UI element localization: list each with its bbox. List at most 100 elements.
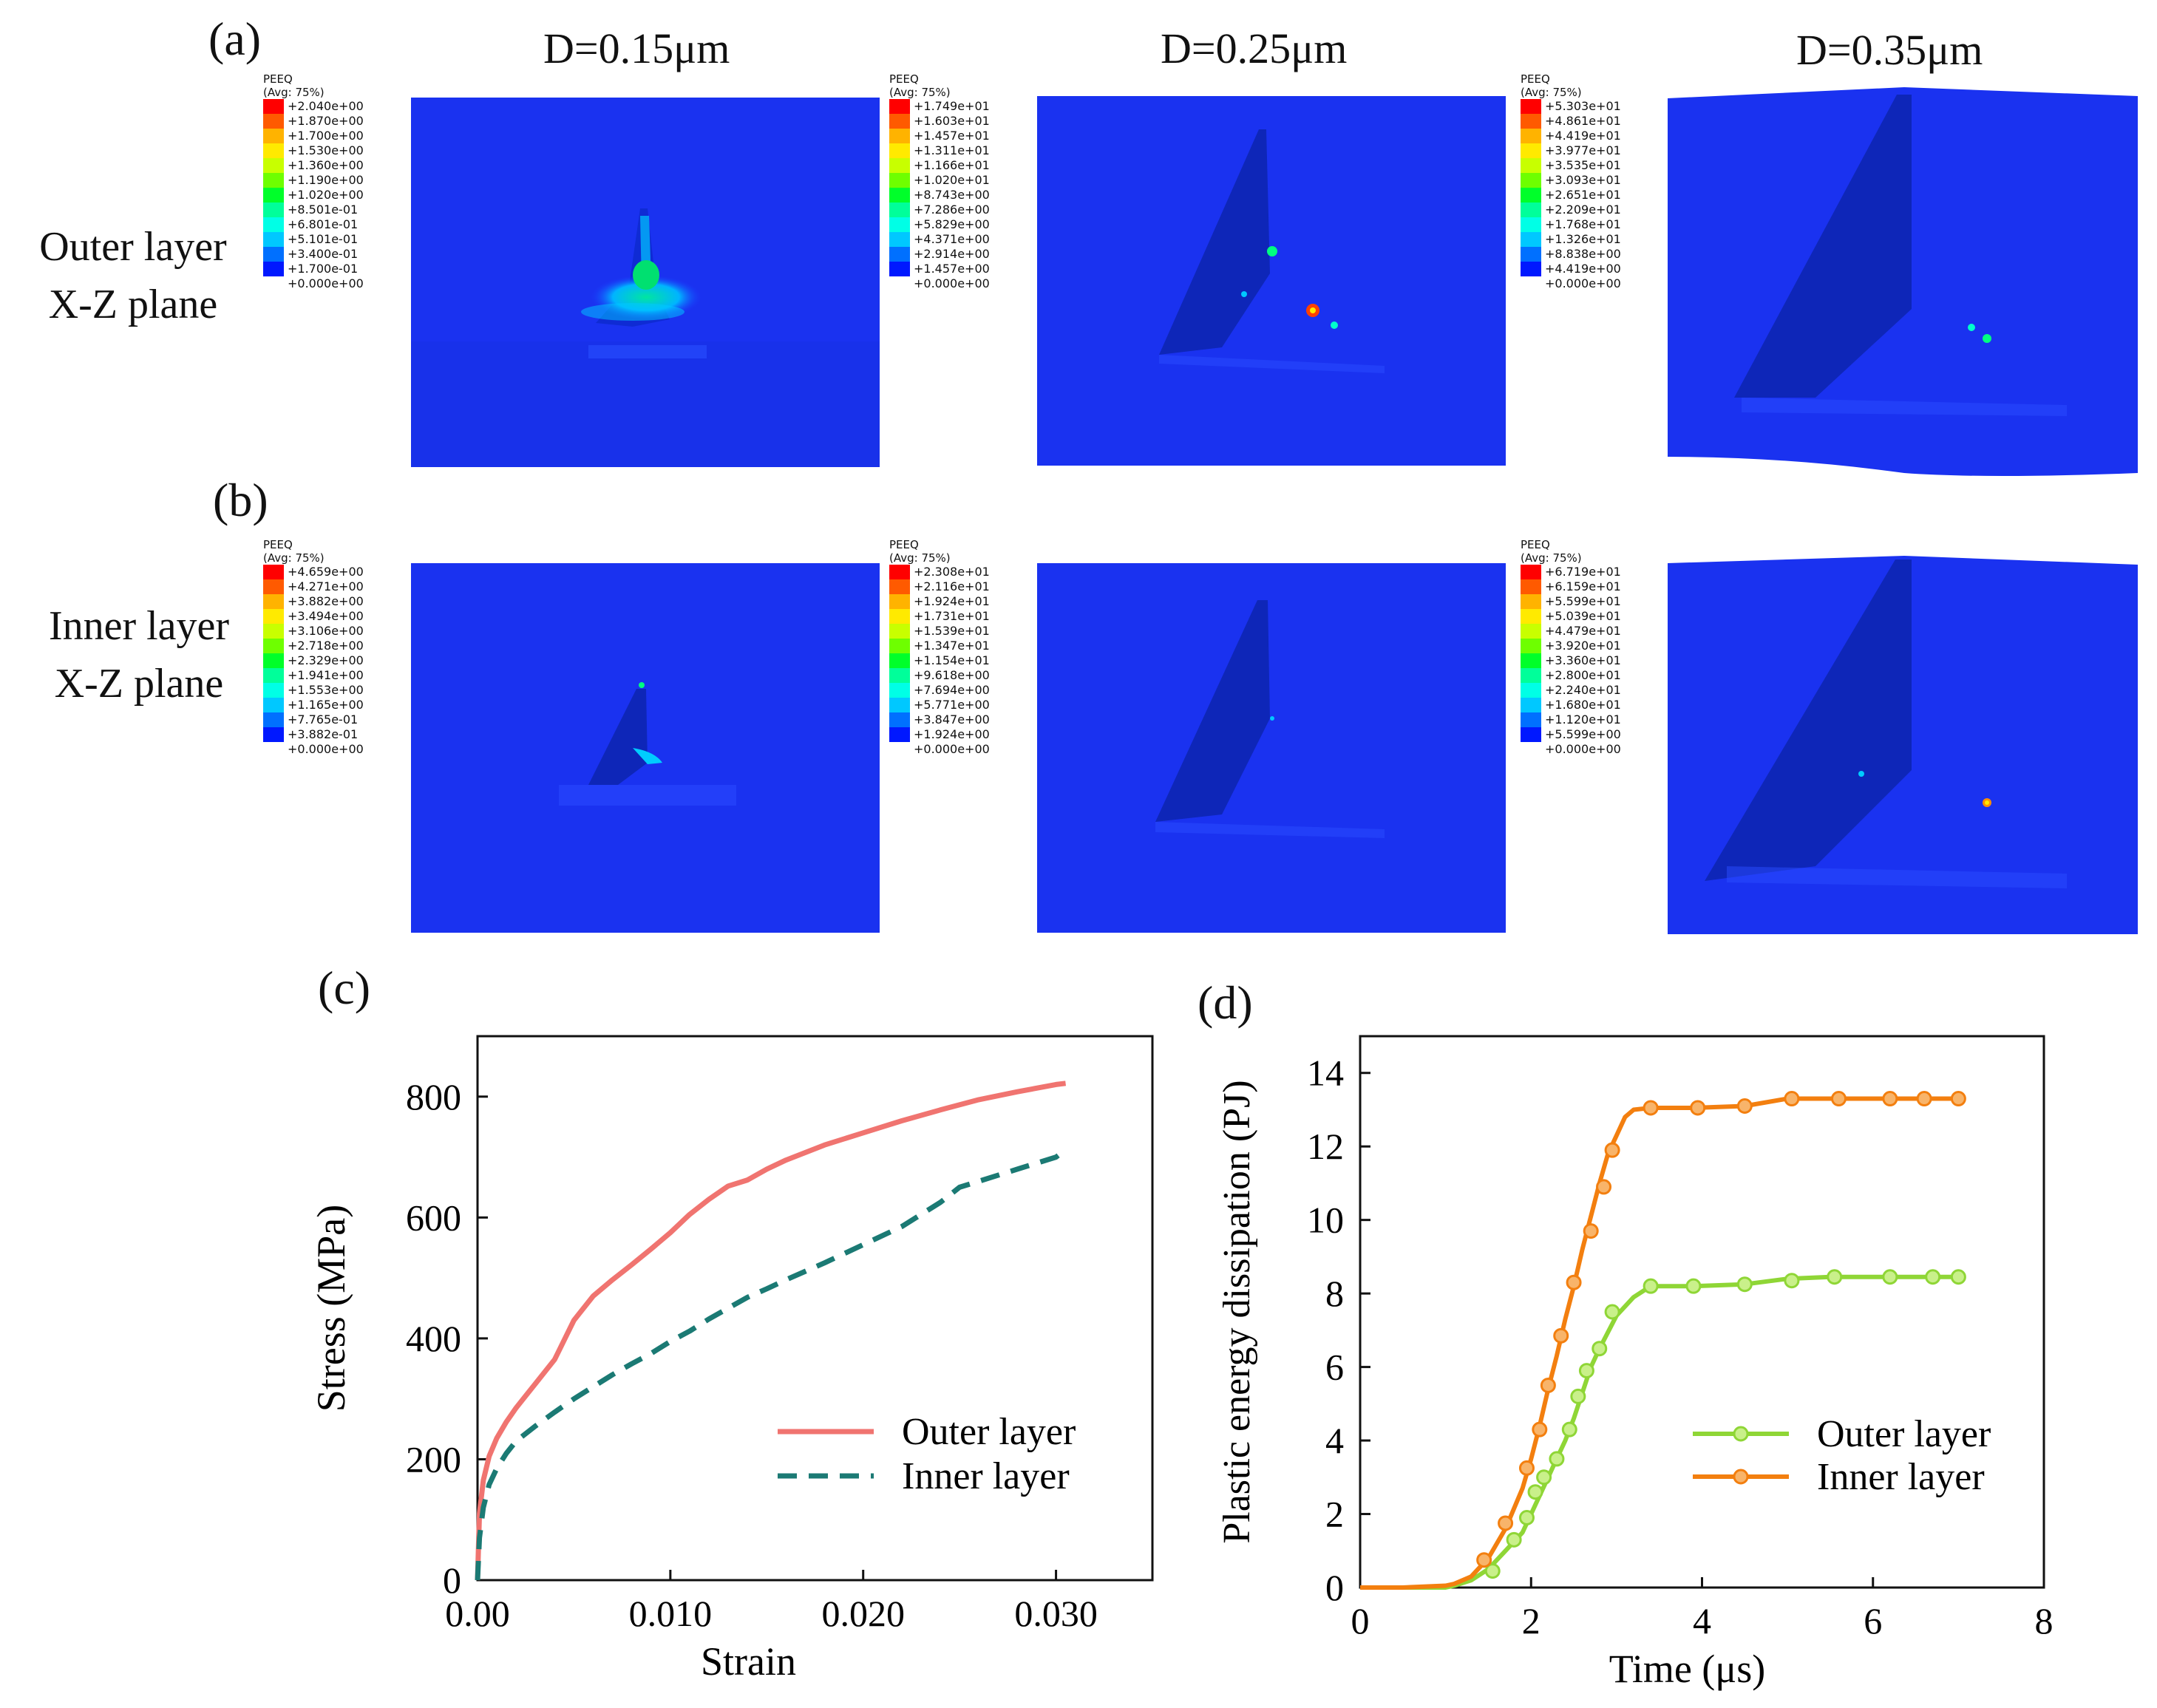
legend-row: +8.501e-01 bbox=[263, 203, 364, 217]
legend-value: +0.000e+00 bbox=[1545, 276, 1621, 290]
legend-swatch bbox=[889, 624, 910, 639]
legend-value: +8.743e+00 bbox=[914, 188, 990, 202]
legend-subtitle: (Avg: 75%) bbox=[889, 86, 951, 99]
legend-swatch bbox=[889, 188, 910, 203]
legend-value: +3.920e+01 bbox=[1545, 639, 1621, 653]
legend-row: +4.659e+00 bbox=[263, 565, 364, 579]
d-series-point bbox=[1596, 1179, 1612, 1195]
d-x-tick-label: 6 bbox=[1864, 1600, 1882, 1641]
legend-row: +1.603e+01 bbox=[889, 114, 990, 129]
legend-value: +1.731e+01 bbox=[914, 609, 990, 623]
legend-row: +2.240e+01 bbox=[1521, 683, 1621, 698]
legend-value: +2.329e+00 bbox=[288, 653, 364, 667]
legend-swatch bbox=[263, 609, 284, 624]
legend-row: +5.303e+01 bbox=[1521, 99, 1621, 114]
legend-row: +1.941e+00 bbox=[263, 668, 364, 683]
legend-value: +1.326e+01 bbox=[1545, 232, 1621, 246]
legend-row: +3.400e-01 bbox=[263, 247, 364, 262]
legend-row: +3.920e+01 bbox=[1521, 639, 1621, 653]
legend-value: +3.093e+01 bbox=[1545, 173, 1621, 187]
legend-row: +6.159e+01 bbox=[1521, 579, 1621, 594]
legend-swatch bbox=[263, 114, 284, 129]
legend-swatch bbox=[889, 639, 910, 653]
legend-row: +1.457e+00 bbox=[889, 262, 990, 276]
d-series-point bbox=[1950, 1091, 1966, 1107]
legend-value: +2.308e+01 bbox=[914, 565, 990, 579]
legend-subtitle: (Avg: 75%) bbox=[263, 86, 325, 99]
legend-row: +3.977e+01 bbox=[1521, 143, 1621, 158]
column-header-d035: D=0.35μm bbox=[1796, 26, 1983, 74]
legend-swatch bbox=[1521, 158, 1541, 173]
legend-value: +4.271e+00 bbox=[288, 579, 364, 593]
legend-row: +4.419e+01 bbox=[1521, 129, 1621, 143]
legend-swatch bbox=[1521, 683, 1541, 698]
c-x-tick-label: 0.00 bbox=[445, 1593, 510, 1634]
legend-value: +1.190e+00 bbox=[288, 173, 364, 187]
legend-row: +1.326e+01 bbox=[1521, 232, 1621, 247]
d-series-point bbox=[1561, 1421, 1577, 1437]
legend-value: +2.116e+01 bbox=[914, 579, 990, 593]
panel-label-a: (a) bbox=[208, 13, 262, 65]
legend-swatch bbox=[889, 232, 910, 247]
d-series-point bbox=[1549, 1451, 1565, 1467]
legend-row: +2.040e+00 bbox=[263, 99, 364, 114]
c-x-tick-label: 0.030 bbox=[1014, 1593, 1098, 1634]
legend-value: +1.680e+01 bbox=[1545, 698, 1621, 712]
legend-value: +4.659e+00 bbox=[288, 565, 364, 579]
legend-swatch bbox=[889, 262, 910, 276]
legend-row: +2.651e+01 bbox=[1521, 188, 1621, 203]
d-y-tick-label: 2 bbox=[1325, 1494, 1344, 1535]
legend-value: +3.494e+00 bbox=[288, 609, 364, 623]
legend-value: +1.539e+01 bbox=[914, 624, 990, 638]
legend-value: +1.603e+01 bbox=[914, 114, 990, 128]
legend-row: +8.838e+00 bbox=[1521, 247, 1621, 262]
legend-value: +1.924e+01 bbox=[914, 594, 990, 608]
d-series-point bbox=[1831, 1091, 1847, 1107]
legend-row: +1.553e+00 bbox=[263, 683, 364, 698]
d-series-point bbox=[1518, 1510, 1535, 1526]
legend-row: +5.101e-01 bbox=[263, 232, 364, 247]
legend-swatch bbox=[263, 594, 284, 609]
d-series-point bbox=[1527, 1484, 1543, 1500]
legend-swatch bbox=[1521, 579, 1541, 594]
row-label-inner-line2: X-Z plane bbox=[54, 661, 224, 707]
legend-swatch bbox=[1521, 129, 1541, 143]
d-x-axis-label: Time (μs) bbox=[1609, 1647, 1766, 1691]
fem-inner-d025 bbox=[1037, 563, 1506, 933]
c-legend-label-1: Inner layer bbox=[902, 1455, 1070, 1497]
legend-value: +5.599e+00 bbox=[1545, 727, 1621, 741]
legend-value: +5.303e+01 bbox=[1545, 99, 1621, 113]
d-y-tick-label: 14 bbox=[1307, 1052, 1344, 1094]
legend-title: PEEQ bbox=[1521, 72, 1550, 86]
d-series-point bbox=[1566, 1274, 1582, 1290]
d-series-point bbox=[1570, 1388, 1586, 1404]
legend-row: +1.311e+01 bbox=[889, 143, 990, 158]
legend-row: +1.768e+01 bbox=[1521, 217, 1621, 232]
legend-value: +4.861e+01 bbox=[1545, 114, 1621, 128]
c-y-tick-label: 800 bbox=[406, 1076, 461, 1117]
legend-value: +3.360e+01 bbox=[1545, 653, 1621, 667]
legend-swatch bbox=[263, 203, 284, 217]
legend-row: +0.000e+00 bbox=[263, 276, 364, 291]
legend-value: +3.882e-01 bbox=[288, 727, 359, 741]
c-legend-label-0: Outer layer bbox=[902, 1411, 1076, 1453]
legend-row: +4.861e+01 bbox=[1521, 114, 1621, 129]
legend-value: +5.599e+01 bbox=[1545, 594, 1621, 608]
fem-inner-d035 bbox=[1668, 556, 2138, 934]
legend-value: +2.800e+01 bbox=[1545, 668, 1621, 682]
legend-row: +2.308e+01 bbox=[889, 565, 990, 579]
legend-row: +4.371e+00 bbox=[889, 232, 990, 247]
d-series-point bbox=[1540, 1377, 1556, 1393]
row-label-outer: Outer layer X-Z plane bbox=[15, 218, 251, 333]
legend-swatch bbox=[889, 565, 910, 579]
legend-value: +0.000e+00 bbox=[1545, 742, 1621, 756]
d-series-point bbox=[1736, 1276, 1753, 1293]
d-series-point bbox=[1643, 1100, 1659, 1116]
legend-value: +1.311e+01 bbox=[914, 143, 990, 157]
legend-swatch bbox=[263, 143, 284, 158]
d-series-point bbox=[1950, 1269, 1966, 1285]
legend-swatch bbox=[1521, 173, 1541, 188]
legend-value: +1.347e+01 bbox=[914, 639, 990, 653]
legend-swatch bbox=[889, 653, 910, 668]
legend-value: +1.700e+00 bbox=[288, 129, 364, 143]
